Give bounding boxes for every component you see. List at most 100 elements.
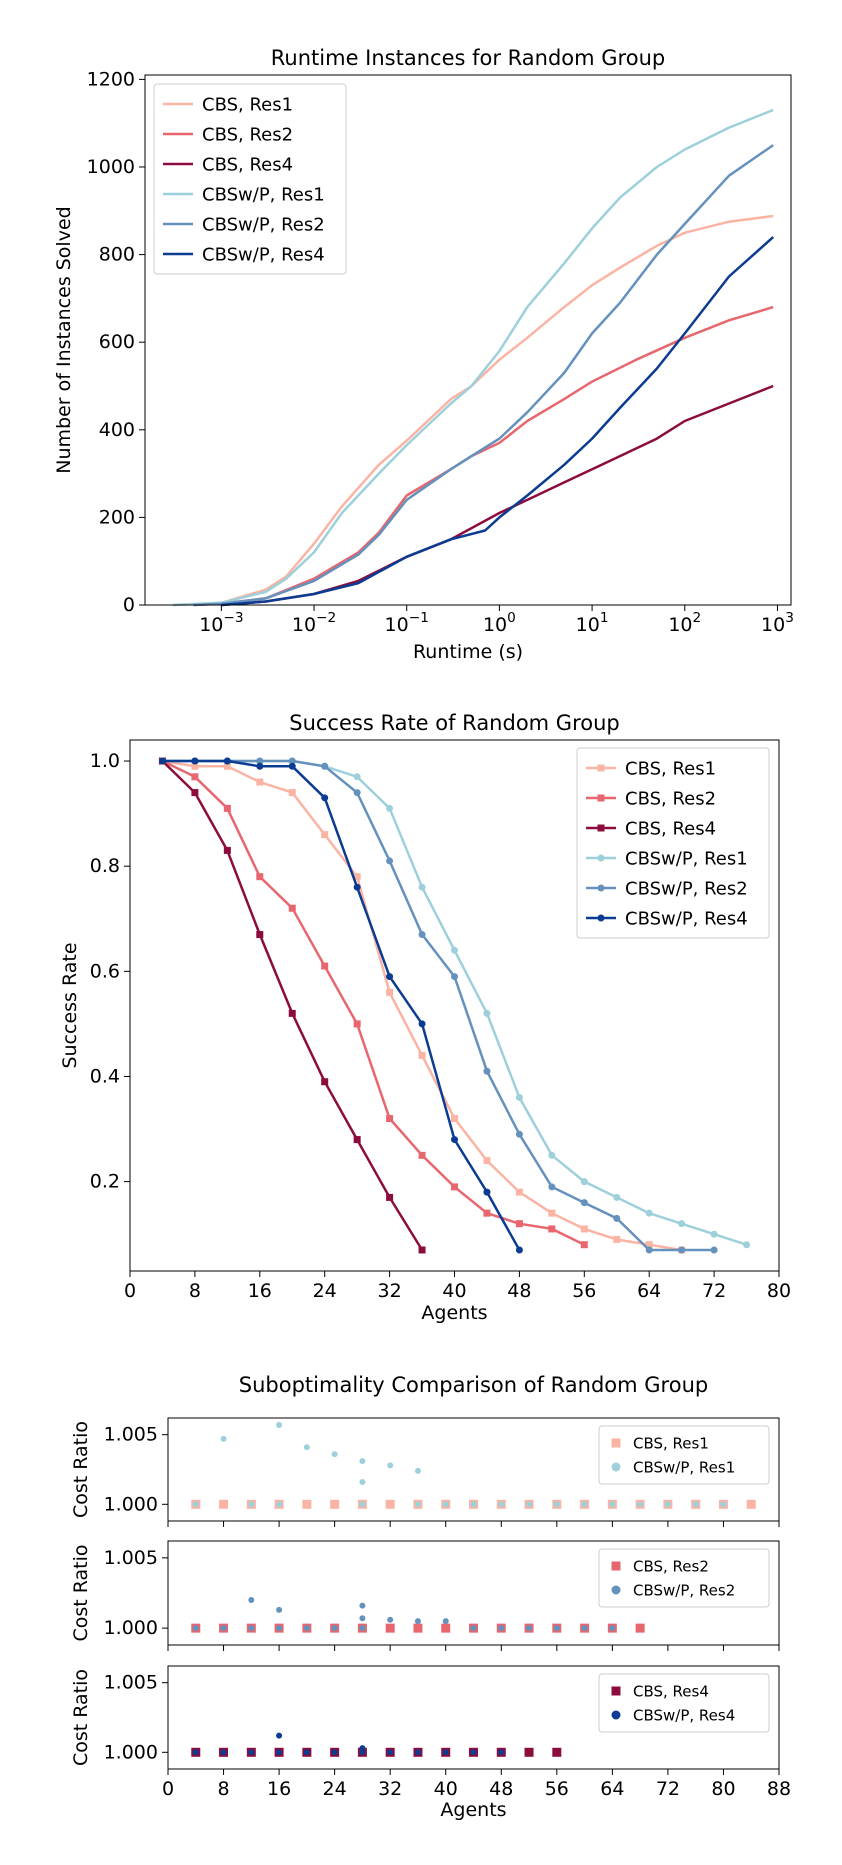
data-point <box>498 1625 505 1632</box>
x-axis-label: Runtime (s) <box>413 641 523 663</box>
y-tick-label: 200 <box>99 506 135 528</box>
series-point <box>580 1178 588 1186</box>
data-point <box>664 1501 671 1508</box>
series-point <box>386 1193 394 1201</box>
data-point <box>553 1625 560 1632</box>
legend-label: CBSw/P, Res2 <box>625 878 748 899</box>
data-point <box>526 1501 533 1508</box>
series-point <box>580 1241 588 1249</box>
series-line <box>161 759 585 1246</box>
series-point <box>353 873 361 881</box>
data-point <box>385 1623 395 1633</box>
suboptimality-panel: 1.000 1.005 Cost Ratio CBS, Res2 CBSw/P, Res… <box>70 1540 780 1651</box>
x-tick-label: 40 <box>442 1280 466 1302</box>
data-point <box>331 1451 338 1458</box>
y-axis-label: Cost Ratio <box>70 1669 92 1766</box>
legend-box <box>576 747 770 939</box>
series-point <box>483 1157 491 1165</box>
x-tick-label: 56 <box>572 1280 596 1302</box>
series-point <box>353 773 361 781</box>
chart-title: Suboptimality Comparison of Random Group <box>239 1373 708 1397</box>
legend-label: CBS, Res2 <box>625 788 716 809</box>
series-line <box>193 144 774 607</box>
data-point <box>220 1435 227 1442</box>
legend-marker <box>597 914 605 922</box>
data-point <box>553 1501 560 1508</box>
data-point <box>359 1745 366 1752</box>
series-point <box>515 1246 523 1254</box>
x-tick-label: 40 <box>434 1778 458 1800</box>
legend-marker <box>611 1438 621 1448</box>
series-point <box>418 1051 426 1059</box>
chart-title: Runtime Instances for Random Group <box>271 46 665 70</box>
legend-marker <box>611 1585 621 1595</box>
data-point <box>192 1501 199 1508</box>
legend-label: CBSw/P, Res2 <box>633 1581 735 1599</box>
series-point <box>451 946 458 954</box>
x-axis-label: Agents <box>421 1302 487 1324</box>
y-tick-label: 1.005 <box>104 1424 158 1446</box>
y-tick-label: 1.005 <box>104 1547 158 1569</box>
legend-label: CBSw/P, Res1 <box>625 848 748 869</box>
data-point <box>442 1618 449 1625</box>
x-tick-label: 72 <box>702 1280 726 1302</box>
data-point <box>635 1623 645 1633</box>
series-point <box>321 831 329 839</box>
x-tick-label: 32 <box>378 1280 402 1302</box>
legend-label: CBS, Res1 <box>625 758 716 779</box>
data-point <box>276 1732 283 1739</box>
series-point <box>451 1136 458 1144</box>
data-point <box>470 1625 477 1632</box>
x-tick-label: 48 <box>507 1280 531 1302</box>
legend-label: CBSw/P, Res1 <box>633 1458 735 1476</box>
data-point <box>692 1501 699 1508</box>
series-line <box>193 305 774 607</box>
data-point <box>442 1749 449 1756</box>
series-point <box>451 973 458 981</box>
series-point <box>515 1220 523 1228</box>
series-point <box>515 1094 523 1102</box>
series-point <box>515 1130 523 1138</box>
series-point <box>645 1241 653 1249</box>
series-point <box>321 762 329 770</box>
series-point <box>386 1115 394 1123</box>
plot-frame <box>167 1540 780 1646</box>
legend-label: CBS, Res2 <box>202 124 293 145</box>
series-point <box>548 1151 556 1159</box>
suboptimality-chart: Suboptimality Comparison of Random Group… <box>70 1373 791 1821</box>
data-point <box>414 1467 421 1474</box>
y-tick-label: 1.000 <box>104 1741 158 1763</box>
series-point <box>386 857 394 865</box>
series-line <box>162 759 715 1252</box>
series-point <box>418 931 426 939</box>
y-tick-label: 0.8 <box>90 855 120 877</box>
series-point <box>256 757 264 765</box>
x-tick-label: 80 <box>711 1778 735 1800</box>
x-tick-label: 56 <box>545 1778 569 1800</box>
series-point <box>515 1188 523 1196</box>
series-point <box>256 873 264 881</box>
data-point <box>276 1501 283 1508</box>
series-point <box>353 789 361 797</box>
series-point <box>418 883 426 891</box>
plot-frame <box>167 1417 780 1522</box>
series-point <box>386 973 394 981</box>
legend-label: CBSw/P, Res1 <box>202 184 325 205</box>
data-point <box>330 1499 340 1509</box>
x-tick-label: 32 <box>378 1778 402 1800</box>
legend-label: CBSw/P, Res2 <box>202 214 325 235</box>
series-line <box>172 108 774 607</box>
legend-label: CBS, Res1 <box>633 1434 709 1452</box>
series-point <box>418 1151 426 1159</box>
data-point <box>498 1749 505 1756</box>
series-point <box>548 1209 556 1217</box>
x-tick-label: 8 <box>189 1280 201 1302</box>
data-point <box>470 1501 477 1508</box>
data-point <box>331 1625 338 1632</box>
series-point <box>678 1220 686 1228</box>
data-point <box>414 1618 421 1625</box>
x-tick-label: 24 <box>323 1778 347 1800</box>
plot-frame <box>144 74 792 606</box>
data-point <box>524 1747 534 1757</box>
